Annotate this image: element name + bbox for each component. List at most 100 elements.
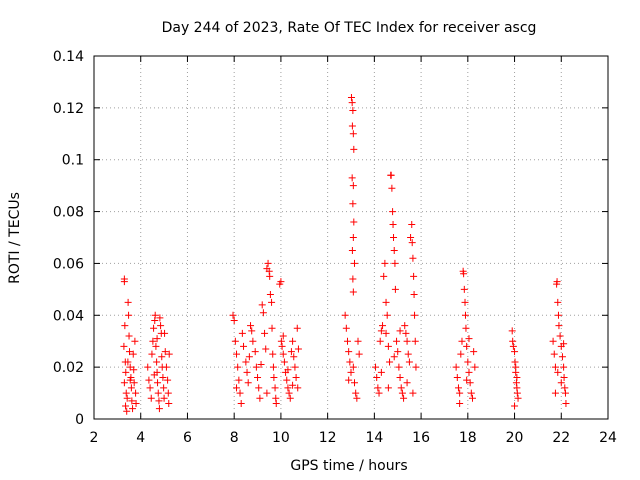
data-point bbox=[561, 389, 569, 397]
data-point bbox=[264, 259, 272, 267]
data-point bbox=[122, 402, 130, 410]
data-point bbox=[165, 399, 173, 407]
data-point bbox=[123, 407, 131, 415]
data-point bbox=[410, 272, 418, 280]
data-point bbox=[150, 324, 158, 332]
data-point bbox=[514, 394, 522, 402]
y-tick-label: 0.08 bbox=[53, 205, 84, 221]
data-point bbox=[394, 348, 402, 356]
data-point bbox=[269, 350, 277, 358]
data-point bbox=[124, 358, 132, 366]
data-point bbox=[257, 361, 265, 369]
data-point bbox=[120, 278, 128, 286]
data-point bbox=[512, 363, 520, 371]
data-point bbox=[466, 379, 474, 387]
chart-title: Day 244 of 2023, Rate Of TEC Index for r… bbox=[162, 20, 537, 36]
y-tick-labels: 0 0.02 0.04 0.06 0.08 0.1 0.12 0.14 bbox=[53, 49, 84, 428]
data-point bbox=[259, 309, 267, 317]
data-point bbox=[403, 379, 411, 387]
x-tick-labels: 2 4 6 8 10 12 14 16 18 20 22 24 bbox=[90, 430, 617, 446]
data-point bbox=[409, 254, 417, 262]
data-point bbox=[401, 322, 409, 330]
data-point bbox=[238, 329, 246, 337]
data-point bbox=[270, 374, 278, 382]
data-point bbox=[349, 182, 357, 190]
data-point bbox=[346, 358, 354, 366]
data-point bbox=[387, 171, 395, 179]
data-point bbox=[148, 350, 156, 358]
data-point bbox=[560, 340, 568, 348]
data-point bbox=[402, 329, 410, 337]
data-point bbox=[390, 353, 398, 361]
y-tick-label: 0.1 bbox=[62, 153, 84, 169]
data-point bbox=[549, 337, 557, 345]
data-point bbox=[348, 99, 356, 107]
data-point bbox=[557, 379, 565, 387]
y-tick-label: 0.02 bbox=[53, 360, 84, 376]
data-point bbox=[255, 384, 263, 392]
data-point bbox=[373, 374, 381, 382]
data-point bbox=[155, 405, 163, 413]
y-tick-label: 0.14 bbox=[53, 49, 84, 65]
y-tick-label: 0.12 bbox=[53, 101, 84, 117]
data-point bbox=[153, 335, 161, 343]
data-point bbox=[158, 353, 166, 361]
data-point bbox=[561, 384, 569, 392]
data-point bbox=[293, 324, 301, 332]
data-point bbox=[348, 174, 356, 182]
data-point bbox=[127, 384, 135, 392]
data-point bbox=[349, 275, 357, 283]
data-point bbox=[244, 379, 252, 387]
data-point bbox=[128, 397, 136, 405]
data-point bbox=[256, 394, 264, 402]
data-point bbox=[277, 337, 285, 345]
data-point bbox=[285, 389, 293, 397]
data-point bbox=[410, 291, 418, 299]
x-tick-label: 24 bbox=[599, 430, 617, 446]
data-point bbox=[556, 332, 564, 340]
data-point bbox=[268, 298, 276, 306]
data-point bbox=[457, 350, 465, 358]
data-point bbox=[236, 389, 244, 397]
data-point bbox=[509, 337, 517, 345]
data-point bbox=[467, 389, 475, 397]
data-point bbox=[464, 358, 472, 366]
data-point bbox=[132, 399, 140, 407]
data-point bbox=[375, 389, 383, 397]
data-point bbox=[120, 342, 128, 350]
data-point bbox=[463, 342, 471, 350]
data-point bbox=[160, 394, 168, 402]
data-point bbox=[126, 376, 134, 384]
data-point bbox=[291, 363, 299, 371]
data-point bbox=[247, 322, 255, 330]
data-point bbox=[144, 363, 152, 371]
data-point bbox=[121, 322, 129, 330]
data-point bbox=[254, 374, 262, 382]
data-point bbox=[461, 298, 469, 306]
data-point bbox=[156, 314, 164, 322]
data-point bbox=[149, 337, 157, 345]
data-point bbox=[460, 285, 468, 293]
data-point bbox=[352, 389, 360, 397]
x-axis-label: GPS time / hours bbox=[290, 458, 407, 474]
data-point bbox=[562, 399, 570, 407]
data-point bbox=[150, 371, 158, 379]
data-point bbox=[251, 348, 259, 356]
data-point bbox=[145, 376, 153, 384]
data-point bbox=[513, 374, 521, 382]
y-tick-label: 0 bbox=[75, 412, 84, 428]
data-point bbox=[147, 394, 155, 402]
data-point bbox=[243, 368, 251, 376]
data-point bbox=[157, 322, 165, 330]
data-point bbox=[279, 350, 287, 358]
data-point bbox=[124, 298, 132, 306]
data-point bbox=[511, 348, 519, 356]
data-point bbox=[351, 259, 359, 267]
data-point bbox=[390, 246, 398, 254]
data-point bbox=[395, 363, 403, 371]
data-point bbox=[284, 366, 292, 374]
data-point bbox=[396, 327, 404, 335]
data-point bbox=[132, 389, 140, 397]
data-point bbox=[347, 93, 355, 101]
